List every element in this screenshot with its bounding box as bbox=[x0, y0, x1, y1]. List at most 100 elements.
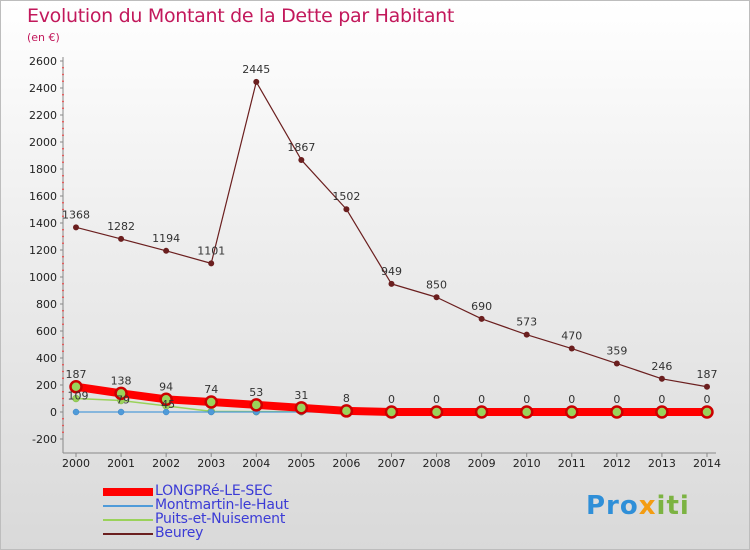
data-label-longpr-le-sec: 0 bbox=[523, 393, 530, 406]
data-label-beurey: 573 bbox=[516, 316, 537, 329]
data-point-montmartin-le-haut bbox=[117, 408, 125, 416]
data-point-beurey bbox=[388, 280, 395, 287]
data-label-longpr-le-sec: 8 bbox=[343, 392, 350, 405]
y-minor-dot bbox=[62, 397, 64, 400]
y-tick-label: -200 bbox=[32, 433, 57, 446]
data-label-longpr-le-sec: 0 bbox=[568, 393, 575, 406]
data-label-longpr-le-sec: 0 bbox=[478, 393, 485, 406]
y-minor-dot bbox=[62, 161, 64, 164]
y-tick-label: 2000 bbox=[29, 136, 57, 149]
data-label-beurey: 359 bbox=[606, 345, 627, 358]
data-label-longpr-le-sec: 0 bbox=[613, 393, 620, 406]
y-minor-dot bbox=[62, 296, 64, 299]
data-point-beurey bbox=[343, 206, 350, 213]
data-point-beurey bbox=[433, 294, 440, 301]
y-minor-dot bbox=[62, 377, 64, 380]
data-point-longpr-le-sec bbox=[204, 395, 218, 409]
data-label-longpr-le-sec: 0 bbox=[658, 393, 665, 406]
y-minor-dot bbox=[62, 404, 64, 407]
y-minor-dot bbox=[62, 309, 64, 312]
data-point-beurey bbox=[298, 156, 305, 163]
y-minor-dot bbox=[62, 120, 64, 123]
y-minor-dot bbox=[62, 127, 64, 130]
x-tick-label: 2002 bbox=[152, 457, 180, 470]
y-minor-dot bbox=[62, 417, 64, 420]
y-minor-dot bbox=[62, 73, 64, 76]
y-minor-dot bbox=[62, 323, 64, 326]
data-label-beurey: 850 bbox=[426, 278, 447, 291]
data-point-puits-et-nuisement bbox=[72, 394, 80, 403]
data-point-longpr-le-sec bbox=[655, 405, 669, 419]
data-point-longpr-le-sec bbox=[294, 401, 309, 415]
data-label-beurey: 246 bbox=[651, 360, 672, 373]
data-label-overlap: 109 bbox=[68, 389, 89, 402]
x-tick-label: 2003 bbox=[197, 457, 225, 470]
y-minor-dot bbox=[62, 66, 64, 69]
data-label-beurey: 187 bbox=[696, 368, 717, 381]
y-minor-dot bbox=[62, 181, 64, 184]
legend-label: LONGPRé-LE-SEC bbox=[155, 483, 273, 499]
data-point-longpr-le-sec bbox=[69, 380, 83, 394]
data-point-beurey bbox=[253, 78, 260, 85]
data-label-beurey: 470 bbox=[561, 330, 582, 343]
data-label-beurey: 1282 bbox=[107, 220, 135, 233]
y-minor-dot bbox=[62, 336, 64, 339]
data-point-longpr-le-sec bbox=[519, 405, 534, 419]
data-label-longpr-le-sec: 94 bbox=[159, 380, 173, 393]
data-point-beurey bbox=[163, 247, 170, 254]
legend-swatch bbox=[103, 505, 153, 507]
data-point-longpr-le-sec bbox=[384, 405, 399, 419]
y-tick-label: 1000 bbox=[29, 271, 57, 284]
data-label-beurey: 690 bbox=[471, 300, 492, 313]
y-minor-dot bbox=[62, 282, 64, 285]
data-point-longpr-le-sec bbox=[339, 404, 354, 418]
y-minor-dot bbox=[62, 289, 64, 292]
data-point-beurey bbox=[658, 375, 665, 382]
data-point-montmartin-le-haut bbox=[72, 408, 80, 416]
y-tick-label: 400 bbox=[36, 352, 57, 365]
x-tick-label: 2009 bbox=[468, 457, 496, 470]
data-label-longpr-le-sec: 0 bbox=[703, 393, 710, 406]
data-point-beurey bbox=[208, 260, 215, 267]
y-minor-dot bbox=[62, 269, 64, 272]
y-minor-dot bbox=[62, 188, 64, 191]
y-minor-dot bbox=[62, 201, 64, 204]
y-tick-label: 1400 bbox=[29, 217, 57, 230]
y-minor-dot bbox=[62, 107, 64, 110]
y-minor-dot bbox=[62, 255, 64, 258]
data-point-beurey bbox=[703, 383, 710, 390]
data-label-beurey: 1101 bbox=[197, 244, 225, 257]
legend-swatch bbox=[103, 519, 153, 521]
data-point-longpr-le-sec bbox=[700, 405, 714, 419]
y-minor-dot bbox=[62, 134, 64, 137]
y-minor-dot bbox=[62, 431, 64, 434]
y-tick-label: 600 bbox=[36, 325, 57, 338]
data-point-longpr-le-sec bbox=[114, 386, 128, 401]
y-tick-label: 1200 bbox=[29, 244, 57, 257]
y-minor-dot bbox=[62, 424, 64, 427]
y-minor-dot bbox=[62, 93, 64, 96]
data-label-longpr-le-sec: 138 bbox=[111, 374, 132, 387]
data-label-beurey: 1502 bbox=[332, 190, 360, 203]
y-minor-dot bbox=[62, 174, 64, 177]
legend-label: Montmartin-le-Haut bbox=[155, 497, 289, 513]
x-tick-label: 2000 bbox=[62, 457, 90, 470]
data-label-overlap: 79 bbox=[116, 393, 130, 406]
x-tick-label: 2008 bbox=[423, 457, 451, 470]
data-label-beurey: 1867 bbox=[287, 141, 315, 154]
data-point-longpr-le-sec bbox=[610, 405, 624, 419]
legend-swatch bbox=[103, 533, 153, 535]
x-tick-label: 2007 bbox=[377, 457, 405, 470]
y-minor-dot bbox=[62, 228, 64, 231]
x-tick-label: 2013 bbox=[648, 457, 676, 470]
x-tick-label: 2004 bbox=[242, 457, 270, 470]
data-label-longpr-le-sec: 187 bbox=[66, 368, 87, 381]
y-minor-dot bbox=[62, 262, 64, 265]
y-tick-label: 200 bbox=[36, 379, 57, 392]
data-label-longpr-le-sec: 74 bbox=[204, 383, 218, 396]
data-point-longpr-le-sec bbox=[249, 398, 264, 412]
y-minor-dot bbox=[62, 235, 64, 238]
proxiti-logo: Proxiti bbox=[586, 491, 690, 521]
y-minor-dot bbox=[62, 242, 64, 245]
